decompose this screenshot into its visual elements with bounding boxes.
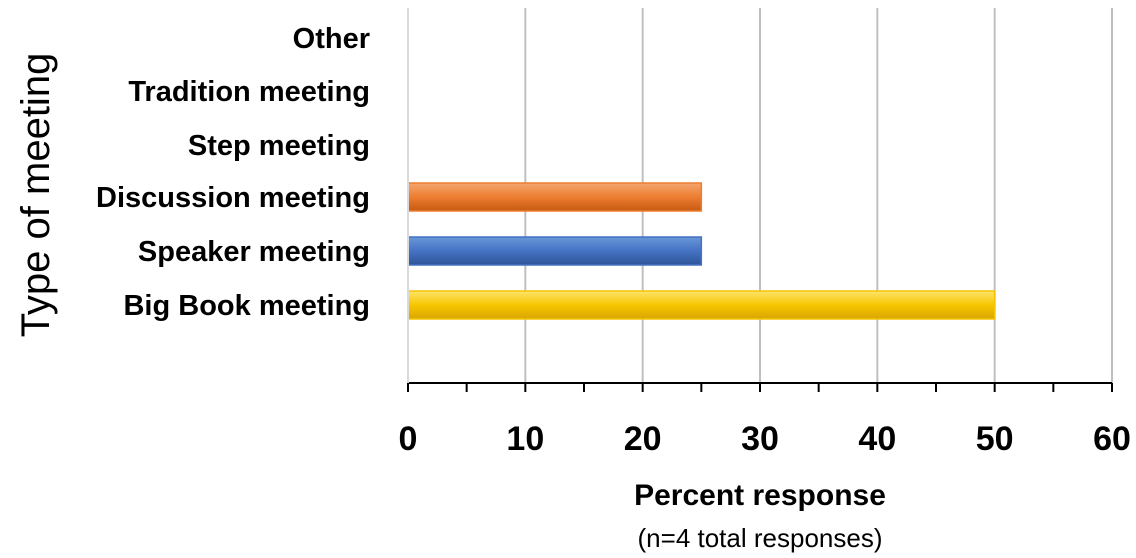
x-tick-label: 30: [741, 420, 779, 458]
axes: [407, 8, 1113, 392]
x-tick-label: 20: [624, 420, 662, 458]
bar-big-book-meeting: [407, 290, 996, 320]
category-label: Speaker meeting: [138, 236, 370, 268]
bar-discussion-meeting: [407, 182, 703, 212]
gridlines: [524, 8, 1113, 383]
category-label: Tradition meeting: [128, 76, 370, 108]
x-axis-title: Percent response: [634, 479, 886, 512]
x-tick-label: 40: [858, 420, 896, 458]
category-label: Big Book meeting: [123, 290, 370, 322]
category-label: Discussion meeting: [96, 182, 370, 214]
category-label: Other: [293, 23, 370, 55]
bar-series: [407, 182, 996, 320]
category-labels: Big Book meeting Speaker meeting Discussio…: [96, 23, 370, 322]
category-label: Step meeting: [188, 130, 370, 162]
bar-speaker-meeting: [407, 236, 703, 266]
x-tick-labels: 0 10 20 30 40 50 60: [399, 420, 1131, 458]
x-tick-label: 10: [506, 420, 544, 458]
x-axis-subtitle: (n=4 total responses): [638, 523, 883, 553]
x-tick-label: 60: [1093, 420, 1131, 458]
x-tick-label: 0: [399, 420, 418, 458]
x-tick-label: 50: [976, 420, 1014, 458]
y-axis-title: Type of meeting: [14, 53, 58, 338]
